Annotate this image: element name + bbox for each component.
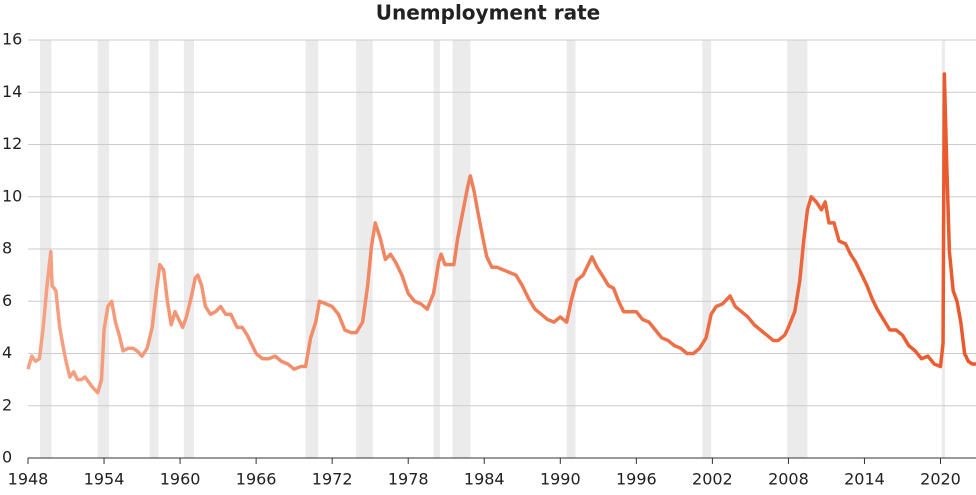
x-tick-label: 2020 (920, 470, 961, 489)
x-tick-label: 1954 (84, 470, 125, 489)
y-tick-label: 16 (2, 30, 22, 49)
x-tick-label: 1996 (616, 470, 657, 489)
x-tick-label: 1972 (312, 470, 353, 489)
x-tick-label: 2008 (768, 470, 809, 489)
unemployment-line (26, 72, 976, 395)
y-tick-label: 2 (2, 395, 12, 414)
x-tick-label: 2002 (692, 470, 733, 489)
y-tick-label: 12 (2, 134, 22, 153)
x-tick-label: 1960 (160, 470, 201, 489)
y-tick-label: 10 (2, 186, 22, 205)
x-tick-label: 1948 (8, 470, 49, 489)
x-tick-label: 1990 (540, 470, 581, 489)
chart-title: Unemployment rate (376, 1, 600, 25)
x-tick-label: 2014 (844, 470, 885, 489)
y-tick-label: 4 (2, 343, 12, 362)
x-tick-label: 1984 (464, 470, 505, 489)
y-tick-label: 8 (2, 239, 12, 258)
y-tick-label: 6 (2, 291, 12, 310)
x-tick-label: 1978 (388, 470, 429, 489)
y-tick-label: 0 (2, 448, 12, 467)
x-tick-label: 1966 (236, 470, 277, 489)
y-tick-label: 14 (2, 82, 22, 101)
